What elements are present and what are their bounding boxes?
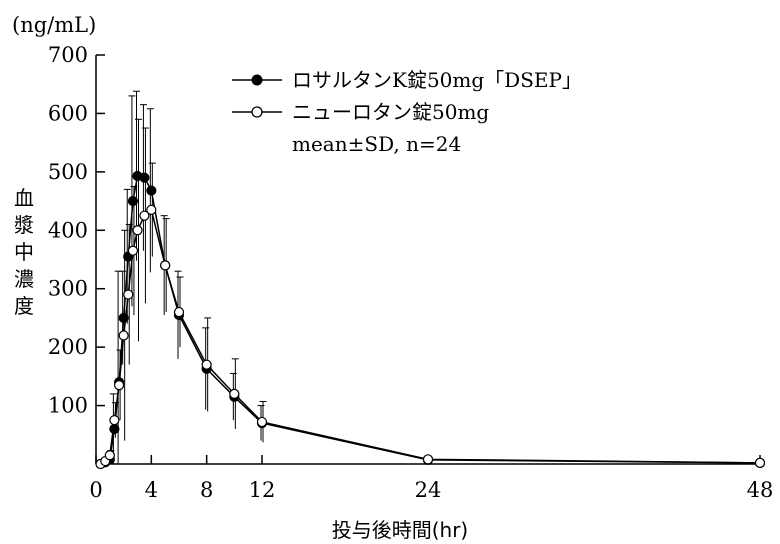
series-2-error-bars (102, 118, 765, 464)
legend-label-series-2: ニューロタン錠50mg (292, 100, 489, 124)
series-2-point (754, 457, 766, 468)
series-2-point (229, 388, 240, 399)
y-tick-label-500: 500 (48, 160, 88, 184)
series-2-point (146, 204, 157, 215)
y-ticks: 100 200 300 400 500 600 700 (48, 43, 105, 418)
y-tick-label-600: 600 (48, 101, 88, 125)
series-1-point (118, 312, 129, 324)
series-2-point (118, 330, 129, 341)
legend-annotation: mean±SD, n=24 (292, 132, 461, 156)
x-axis-label: 投与後時間(hr) (332, 518, 469, 542)
y-axis-label: 血漿中濃度 (14, 186, 34, 318)
series-2-point (132, 225, 143, 236)
series-2-point (123, 289, 134, 300)
x-tick-label-12: 12 (249, 478, 276, 502)
y-tick-label-200: 200 (48, 335, 88, 359)
x-tick-label-24: 24 (415, 478, 442, 502)
series-2 (95, 118, 766, 470)
series-2-point (114, 380, 125, 391)
legend-marker-series-1 (251, 74, 263, 86)
legend-label-series-1: ロサルタンK錠50mg「DSEP」 (292, 68, 582, 92)
series-2-point (109, 415, 120, 426)
legend: ロサルタンK錠50mg「DSEP」 ニューロタン錠50mg mean±SD, n… (232, 68, 582, 156)
y-tick-label-400: 400 (48, 218, 88, 242)
series-1-point (139, 172, 150, 183)
series-2-point (422, 454, 434, 465)
series-1-point (127, 195, 139, 207)
x-tick-label-8: 8 (200, 478, 213, 502)
y-unit-label: (ng/mL) (12, 13, 96, 37)
y-tick-label-700: 700 (48, 43, 88, 67)
series-2-point (139, 210, 150, 221)
x-tick-label-4: 4 (145, 478, 158, 502)
series-1-line (100, 175, 761, 465)
y-tick-label-100: 100 (48, 394, 88, 418)
x-ticks: 0 4 8 12 24 48 (89, 455, 773, 502)
y-tick-label-300: 300 (48, 277, 88, 301)
series-2-point (104, 450, 115, 461)
x-tick-label-0: 0 (89, 478, 102, 502)
series-layer (95, 90, 766, 470)
series-2-point (256, 416, 268, 428)
series-2-point (173, 306, 185, 318)
x-tick-label-48: 48 (747, 478, 774, 502)
series-2-point (160, 260, 171, 271)
series-2-point (201, 359, 212, 370)
series-2-point (127, 245, 139, 256)
series-1-point (146, 185, 157, 196)
series-2-line (100, 208, 761, 465)
legend-marker-series-2 (251, 106, 263, 118)
